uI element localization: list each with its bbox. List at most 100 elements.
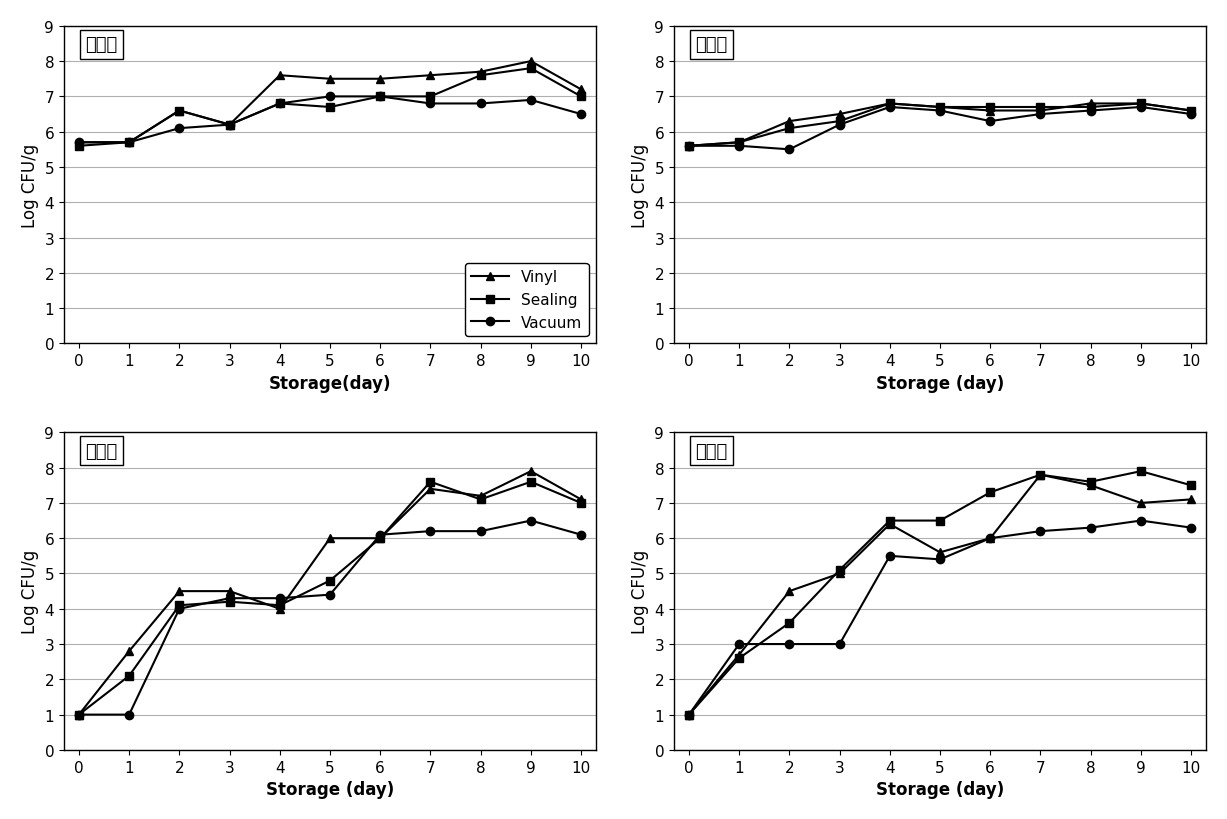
Vacuum <box>272 594 287 604</box>
Sealing <box>983 103 998 113</box>
Sealing <box>1083 103 1098 113</box>
Vacuum <box>1184 110 1199 120</box>
Vinyl <box>731 650 746 660</box>
Vinyl <box>172 106 187 116</box>
Sealing <box>222 597 237 607</box>
Vacuum <box>172 124 187 133</box>
Vinyl <box>121 646 136 656</box>
Y-axis label: Log CFU/g: Log CFU/g <box>631 143 649 228</box>
Vinyl <box>882 99 897 109</box>
Vacuum <box>983 534 998 544</box>
Vacuum <box>832 120 847 130</box>
X-axis label: Storage (day): Storage (day) <box>876 374 1004 392</box>
Vinyl <box>731 138 746 148</box>
Vacuum <box>423 527 438 536</box>
Sealing <box>373 534 388 544</box>
Sealing <box>323 103 337 113</box>
Line: Vinyl: Vinyl <box>685 471 1195 719</box>
Vacuum <box>681 142 696 152</box>
Sealing <box>71 710 86 720</box>
Vacuum <box>1134 103 1148 113</box>
Vinyl <box>323 534 337 544</box>
Line: Vacuum: Vacuum <box>75 517 585 719</box>
Vinyl <box>1134 499 1148 509</box>
Vacuum <box>474 99 488 109</box>
Vacuum <box>323 93 337 102</box>
Vacuum <box>882 103 897 113</box>
Vacuum <box>121 710 136 720</box>
Vacuum <box>524 96 539 106</box>
Vinyl <box>524 57 539 67</box>
Vacuum <box>782 145 796 155</box>
Vacuum <box>1033 110 1048 120</box>
Vinyl <box>832 569 847 579</box>
Line: Vacuum: Vacuum <box>685 517 1195 719</box>
Sealing <box>1033 103 1048 113</box>
Vacuum <box>222 594 237 604</box>
Vinyl <box>524 467 539 477</box>
Vacuum <box>1033 527 1048 536</box>
Vinyl <box>1083 481 1098 491</box>
Vinyl <box>983 106 998 116</box>
Sealing <box>832 117 847 127</box>
Vacuum <box>983 117 998 127</box>
Sealing <box>172 106 187 116</box>
Sealing <box>574 499 589 509</box>
Vacuum <box>1083 106 1098 116</box>
Vinyl <box>1033 106 1048 116</box>
Text: 취나물: 취나물 <box>85 442 118 460</box>
Vinyl <box>933 548 947 558</box>
Line: Vacuum: Vacuum <box>75 93 585 147</box>
Vinyl <box>474 68 488 78</box>
Sealing <box>1184 481 1199 491</box>
Vinyl <box>272 71 287 81</box>
Line: Vacuum: Vacuum <box>685 104 1195 154</box>
Y-axis label: Log CFU/g: Log CFU/g <box>631 550 649 633</box>
Vinyl <box>782 586 796 596</box>
Vinyl <box>681 142 696 152</box>
Sealing <box>373 93 388 102</box>
Vinyl <box>1184 106 1199 116</box>
Vinyl <box>222 586 237 596</box>
Vacuum <box>782 640 796 649</box>
Vacuum <box>272 99 287 109</box>
Vinyl <box>681 710 696 720</box>
Vinyl <box>983 534 998 544</box>
Text: 토란대: 토란대 <box>696 36 728 54</box>
Text: 시래기: 시래기 <box>696 442 728 460</box>
Vinyl <box>71 710 86 720</box>
Vacuum <box>222 120 237 130</box>
Sealing <box>933 103 947 113</box>
Sealing <box>681 142 696 152</box>
Y-axis label: Log CFU/g: Log CFU/g <box>21 143 39 228</box>
Sealing <box>681 710 696 720</box>
Vinyl <box>882 519 897 529</box>
Sealing <box>323 576 337 586</box>
Vinyl <box>933 103 947 113</box>
Line: Vinyl: Vinyl <box>75 468 585 719</box>
Line: Sealing: Sealing <box>75 478 585 719</box>
Vinyl <box>1134 99 1148 109</box>
Sealing <box>1134 467 1148 477</box>
Vacuum <box>71 710 86 720</box>
Sealing <box>524 64 539 74</box>
Sealing <box>1184 106 1199 116</box>
Vinyl <box>373 75 388 84</box>
Vacuum <box>524 516 539 526</box>
Vacuum <box>1184 523 1199 533</box>
Vinyl <box>832 110 847 120</box>
Vinyl <box>121 138 136 148</box>
Vacuum <box>373 530 388 540</box>
Vacuum <box>731 142 746 152</box>
Sealing <box>272 99 287 109</box>
Vacuum <box>933 106 947 116</box>
Line: Sealing: Sealing <box>75 65 585 151</box>
Vinyl <box>323 75 337 84</box>
Line: Vinyl: Vinyl <box>685 100 1195 151</box>
Sealing <box>222 120 237 130</box>
Text: 고사리: 고사리 <box>85 36 118 54</box>
Sealing <box>423 477 438 487</box>
Vinyl <box>423 71 438 81</box>
Vacuum <box>474 527 488 536</box>
Vacuum <box>882 551 897 561</box>
